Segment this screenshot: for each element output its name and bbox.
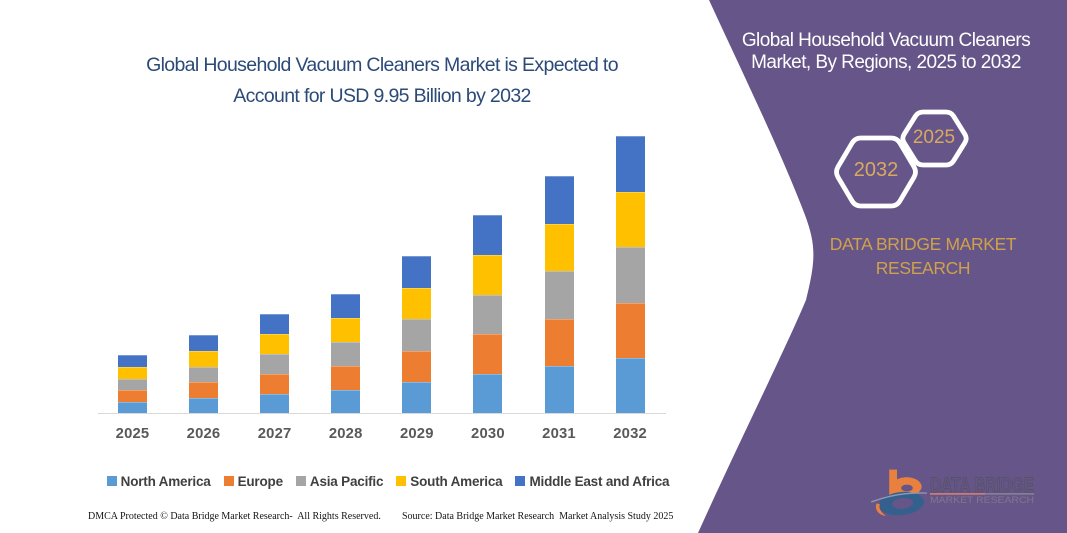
svg-text:DATA BRIDGE: DATA BRIDGE <box>930 473 1034 497</box>
svg-text:MARKET RESEARCH: MARKET RESEARCH <box>930 495 1034 505</box>
